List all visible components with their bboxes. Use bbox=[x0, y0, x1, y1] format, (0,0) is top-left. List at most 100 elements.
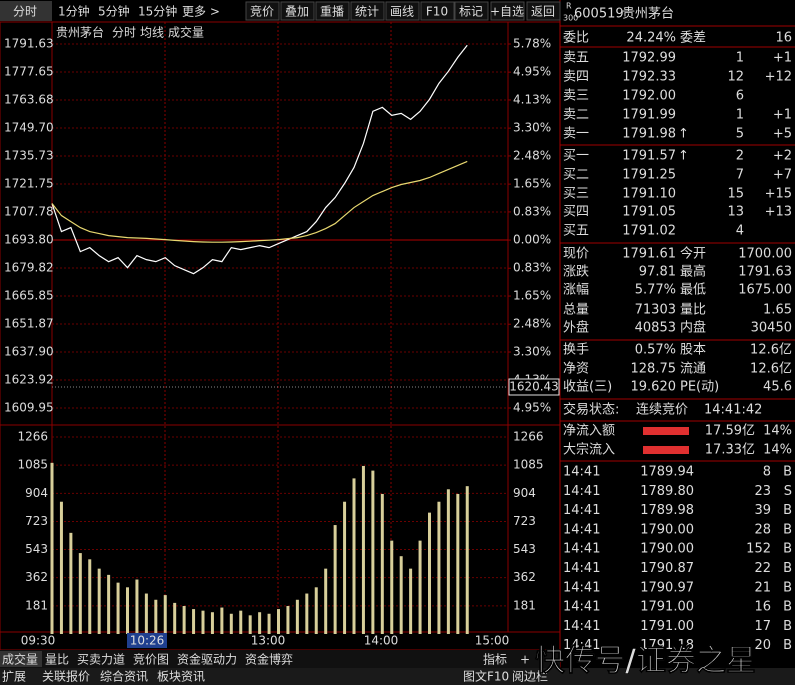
volume-bar bbox=[144, 593, 148, 634]
y-tick-label: 1735.73 bbox=[4, 148, 54, 162]
volume-bar bbox=[50, 462, 54, 634]
button[interactable] bbox=[280, 1, 315, 21]
book-price: 1792.00 bbox=[622, 89, 676, 104]
tab[interactable]: 1分钟 bbox=[58, 4, 90, 19]
stat-value: 1700.00 bbox=[738, 247, 792, 262]
button-label[interactable]: F10 bbox=[426, 5, 448, 19]
volume-bar bbox=[324, 568, 328, 634]
volume-bar bbox=[352, 478, 356, 634]
tab[interactable]: 更多 > bbox=[182, 5, 220, 19]
button-label[interactable]: 画线 bbox=[390, 5, 414, 19]
button[interactable] bbox=[526, 1, 561, 21]
button-label[interactable]: 重播 bbox=[320, 5, 344, 19]
stat-value: 1675.00 bbox=[738, 283, 792, 298]
y2-tick-label: 1.65% bbox=[513, 289, 551, 303]
button[interactable] bbox=[245, 1, 280, 21]
volume-bar bbox=[192, 609, 196, 634]
stat-label: 今开 bbox=[680, 246, 706, 262]
footer-tab[interactable]: 综合资讯 bbox=[100, 669, 148, 684]
stat-value: 1791.63 bbox=[738, 265, 792, 280]
footer-tab[interactable]: 阅边栏 bbox=[512, 669, 548, 684]
footer-tab[interactable]: 图文F10 bbox=[463, 669, 509, 684]
trade-side: B bbox=[783, 503, 792, 518]
book-label: 卖五 bbox=[563, 51, 589, 66]
bottom-tab[interactable]: 成交量 bbox=[2, 652, 38, 667]
button[interactable] bbox=[490, 1, 525, 21]
stat-label: 涨幅 bbox=[563, 283, 589, 298]
tab[interactable]: 5分钟 bbox=[98, 4, 130, 19]
button[interactable] bbox=[350, 1, 385, 21]
ratio-value: 16 bbox=[775, 31, 792, 46]
trade-time: 14:41 bbox=[563, 484, 600, 499]
book-price: 1791.05 bbox=[622, 205, 676, 220]
y2-tick-label: 1266 bbox=[513, 430, 544, 444]
footer-tab[interactable]: 扩展 bbox=[2, 670, 26, 684]
button[interactable] bbox=[385, 1, 420, 21]
y2-tick-label: 3.30% bbox=[513, 121, 551, 135]
tab-active bbox=[0, 651, 42, 667]
flow-label: 净流入额 bbox=[563, 424, 615, 439]
stock-code: 600519 bbox=[574, 7, 624, 22]
average-line bbox=[51, 160, 468, 243]
y-tick-label: 904 bbox=[25, 486, 48, 500]
stat-label: 收益(三) bbox=[563, 380, 612, 395]
button[interactable] bbox=[454, 1, 489, 21]
trade-price: 1790.97 bbox=[640, 580, 694, 595]
button-label[interactable]: 统计 bbox=[355, 5, 379, 19]
volume-bar bbox=[173, 602, 177, 634]
flow-label: 大宗流入 bbox=[563, 442, 615, 458]
button[interactable] bbox=[420, 1, 455, 21]
button-label[interactable]: 叠加 bbox=[285, 5, 309, 19]
tab[interactable]: 分时 bbox=[13, 5, 37, 19]
volume-bar bbox=[446, 489, 450, 634]
bottom-tab[interactable]: 竞价图 bbox=[133, 653, 169, 667]
footer-tab[interactable]: 板块资讯 bbox=[157, 670, 205, 684]
button-label[interactable]: 标记 bbox=[459, 5, 483, 19]
bottom-tab[interactable]: 资金驱动力 bbox=[177, 652, 237, 667]
button[interactable] bbox=[315, 1, 350, 21]
volume-bar bbox=[201, 610, 205, 634]
y-tick-label: 1721.75 bbox=[4, 177, 54, 191]
volume-bar bbox=[343, 501, 347, 634]
flow-pct: 14% bbox=[763, 443, 792, 458]
bottom-tab[interactable]: 资金博弈 bbox=[245, 652, 293, 667]
tab[interactable]: 15分钟 bbox=[138, 4, 177, 19]
trade-price: 1789.98 bbox=[640, 503, 694, 518]
button-label[interactable]: 返回 bbox=[531, 5, 555, 19]
stat-label: 最低 bbox=[680, 283, 706, 298]
volume-bar bbox=[229, 613, 233, 634]
footer-tab[interactable]: 关联报价 bbox=[42, 669, 90, 684]
trade-price: 1790.87 bbox=[640, 561, 694, 576]
button-label[interactable]: +自选 bbox=[490, 5, 524, 19]
book-change: +1 bbox=[773, 108, 792, 123]
volume-bar bbox=[399, 556, 403, 634]
button-label[interactable]: 竞价 bbox=[250, 5, 274, 19]
book-price: 1791.02 bbox=[622, 224, 676, 239]
trade-side: B bbox=[783, 522, 792, 537]
book-qty: 1 bbox=[736, 108, 744, 123]
trade-volume: 16 bbox=[754, 600, 771, 615]
chart-header: 成交量 bbox=[168, 25, 204, 40]
y2-tick-label: 5.78% bbox=[513, 37, 551, 51]
volume-bar bbox=[107, 574, 111, 634]
tab-bar bbox=[0, 650, 560, 668]
volume-bar bbox=[361, 465, 365, 634]
trade-volume: 152 bbox=[746, 542, 771, 557]
volume-bar bbox=[465, 486, 469, 634]
bottom-tab[interactable]: 买卖力道 bbox=[77, 653, 125, 667]
book-qty: 6 bbox=[736, 89, 744, 104]
y-tick-label: 1679.82 bbox=[4, 261, 54, 275]
book-qty: 4 bbox=[736, 224, 744, 239]
trade-time: 14:41 bbox=[563, 638, 600, 653]
book-price: 1791.99 bbox=[622, 108, 676, 123]
book-label: 买五 bbox=[563, 224, 589, 239]
bottom-tab[interactable]: 量比 bbox=[45, 653, 69, 667]
book-label: 卖三 bbox=[563, 89, 589, 104]
volume-bar bbox=[295, 599, 299, 634]
y-tick-label: 1763.68 bbox=[4, 92, 54, 106]
book-qty: 1 bbox=[736, 51, 744, 66]
bottom-tab[interactable]: + bbox=[520, 653, 530, 667]
bottom-tab[interactable]: 指标 bbox=[483, 652, 507, 667]
trade-side: B bbox=[783, 465, 792, 480]
